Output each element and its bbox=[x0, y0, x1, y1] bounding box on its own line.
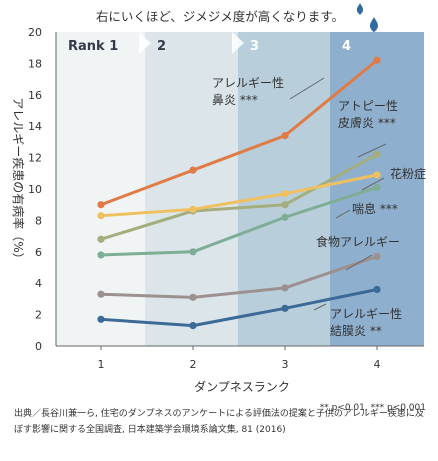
series-1 bbox=[97, 56, 381, 209]
y-tick-label: 20 bbox=[28, 26, 42, 39]
data-point bbox=[281, 213, 289, 221]
data-point bbox=[373, 183, 381, 192]
data-point bbox=[97, 235, 105, 243]
series-label-leader bbox=[313, 303, 327, 311]
water-drop-icon bbox=[356, 3, 364, 15]
data-point bbox=[189, 321, 197, 330]
data-point bbox=[97, 212, 105, 220]
data-point bbox=[373, 150, 381, 159]
data-point bbox=[97, 315, 105, 323]
y-tick-label: 6 bbox=[35, 246, 42, 259]
data-point bbox=[281, 304, 289, 312]
y-axis-label: アレルギー疾患の有病率（%） bbox=[11, 97, 26, 264]
x-tick-label: 1 bbox=[98, 358, 105, 371]
data-point bbox=[97, 251, 105, 259]
y-axis-label-text: アレルギー疾患の有病率（%） bbox=[11, 97, 26, 264]
data-point bbox=[281, 132, 289, 140]
data-point bbox=[373, 56, 381, 64]
data-point bbox=[189, 166, 197, 174]
x-axis-label: ダンプネスランク bbox=[194, 379, 290, 394]
series-group bbox=[97, 56, 381, 330]
series-line bbox=[100, 173, 378, 218]
series-line bbox=[100, 153, 378, 241]
y-tick-label: 10 bbox=[28, 183, 42, 196]
band-arrow bbox=[232, 32, 244, 54]
data-point bbox=[189, 248, 197, 256]
y-tick-label: 18 bbox=[28, 57, 42, 70]
series-label: 皮膚炎 *** bbox=[338, 115, 396, 130]
series-line bbox=[100, 59, 378, 207]
y-tick-label: 12 bbox=[28, 152, 42, 165]
series-label: 喘息 *** bbox=[352, 201, 398, 216]
data-point bbox=[281, 190, 289, 198]
y-tick-label: 8 bbox=[35, 214, 42, 227]
series-line bbox=[100, 255, 378, 299]
rank-band-label: 2 bbox=[157, 39, 166, 54]
series-label: 結膜炎 ** bbox=[330, 324, 382, 338]
series-label-leader bbox=[335, 209, 351, 219]
series-label-leader bbox=[357, 143, 387, 158]
series-label-leader bbox=[289, 77, 325, 100]
series-label: アレルギー性 bbox=[212, 76, 284, 90]
data-point bbox=[97, 201, 105, 209]
source-citation: 出典／長谷川兼一ら, 住宅のダンプネスのアンケートによる評価法の提案と子供のアレ… bbox=[14, 409, 424, 435]
y-tick-label: 0 bbox=[35, 340, 42, 353]
y-tick-label: 4 bbox=[35, 277, 42, 290]
series-4 bbox=[97, 183, 381, 259]
series-label: 食物アレルギー bbox=[316, 234, 400, 249]
data-point bbox=[281, 201, 289, 209]
series-label: アレルギー性 bbox=[330, 307, 402, 321]
y-tick-label: 14 bbox=[28, 120, 42, 133]
x-tick-label: 4 bbox=[374, 358, 381, 371]
series-label: 花粉症 bbox=[390, 166, 426, 181]
data-point bbox=[373, 252, 381, 261]
water-drop-icon bbox=[369, 17, 379, 33]
series-6 bbox=[97, 285, 381, 330]
data-point bbox=[189, 205, 197, 214]
series-line bbox=[100, 186, 378, 257]
y-tick-label: 2 bbox=[35, 309, 42, 322]
significance-note: ** p<0.01, *** p<0.001 bbox=[319, 403, 426, 413]
data-point bbox=[373, 285, 381, 294]
x-tick-label: 3 bbox=[282, 358, 289, 371]
y-tick-label: 16 bbox=[28, 89, 42, 102]
data-point bbox=[281, 284, 289, 292]
data-point bbox=[373, 171, 381, 179]
series-label-leader bbox=[361, 177, 385, 191]
x-tick-label: 2 bbox=[190, 358, 197, 371]
chart-title: 右にいくほど、ジメジメ度が高くなります。 bbox=[96, 9, 344, 24]
series-label-leader bbox=[345, 254, 373, 271]
series-5 bbox=[97, 252, 381, 301]
data-point bbox=[189, 293, 197, 301]
title-icons bbox=[356, 3, 379, 33]
rank-band-1 bbox=[56, 32, 145, 346]
rank-band-label: Rank 1 bbox=[68, 39, 118, 54]
rank-band-label: 3 bbox=[250, 39, 259, 54]
series-line bbox=[100, 288, 378, 328]
series-label: 鼻炎 *** bbox=[212, 92, 258, 107]
band-arrow bbox=[139, 32, 151, 54]
series-3 bbox=[97, 171, 381, 220]
series-label: アトピー性 bbox=[338, 99, 398, 113]
rank-band-label: 4 bbox=[342, 39, 351, 54]
data-point bbox=[97, 290, 105, 298]
